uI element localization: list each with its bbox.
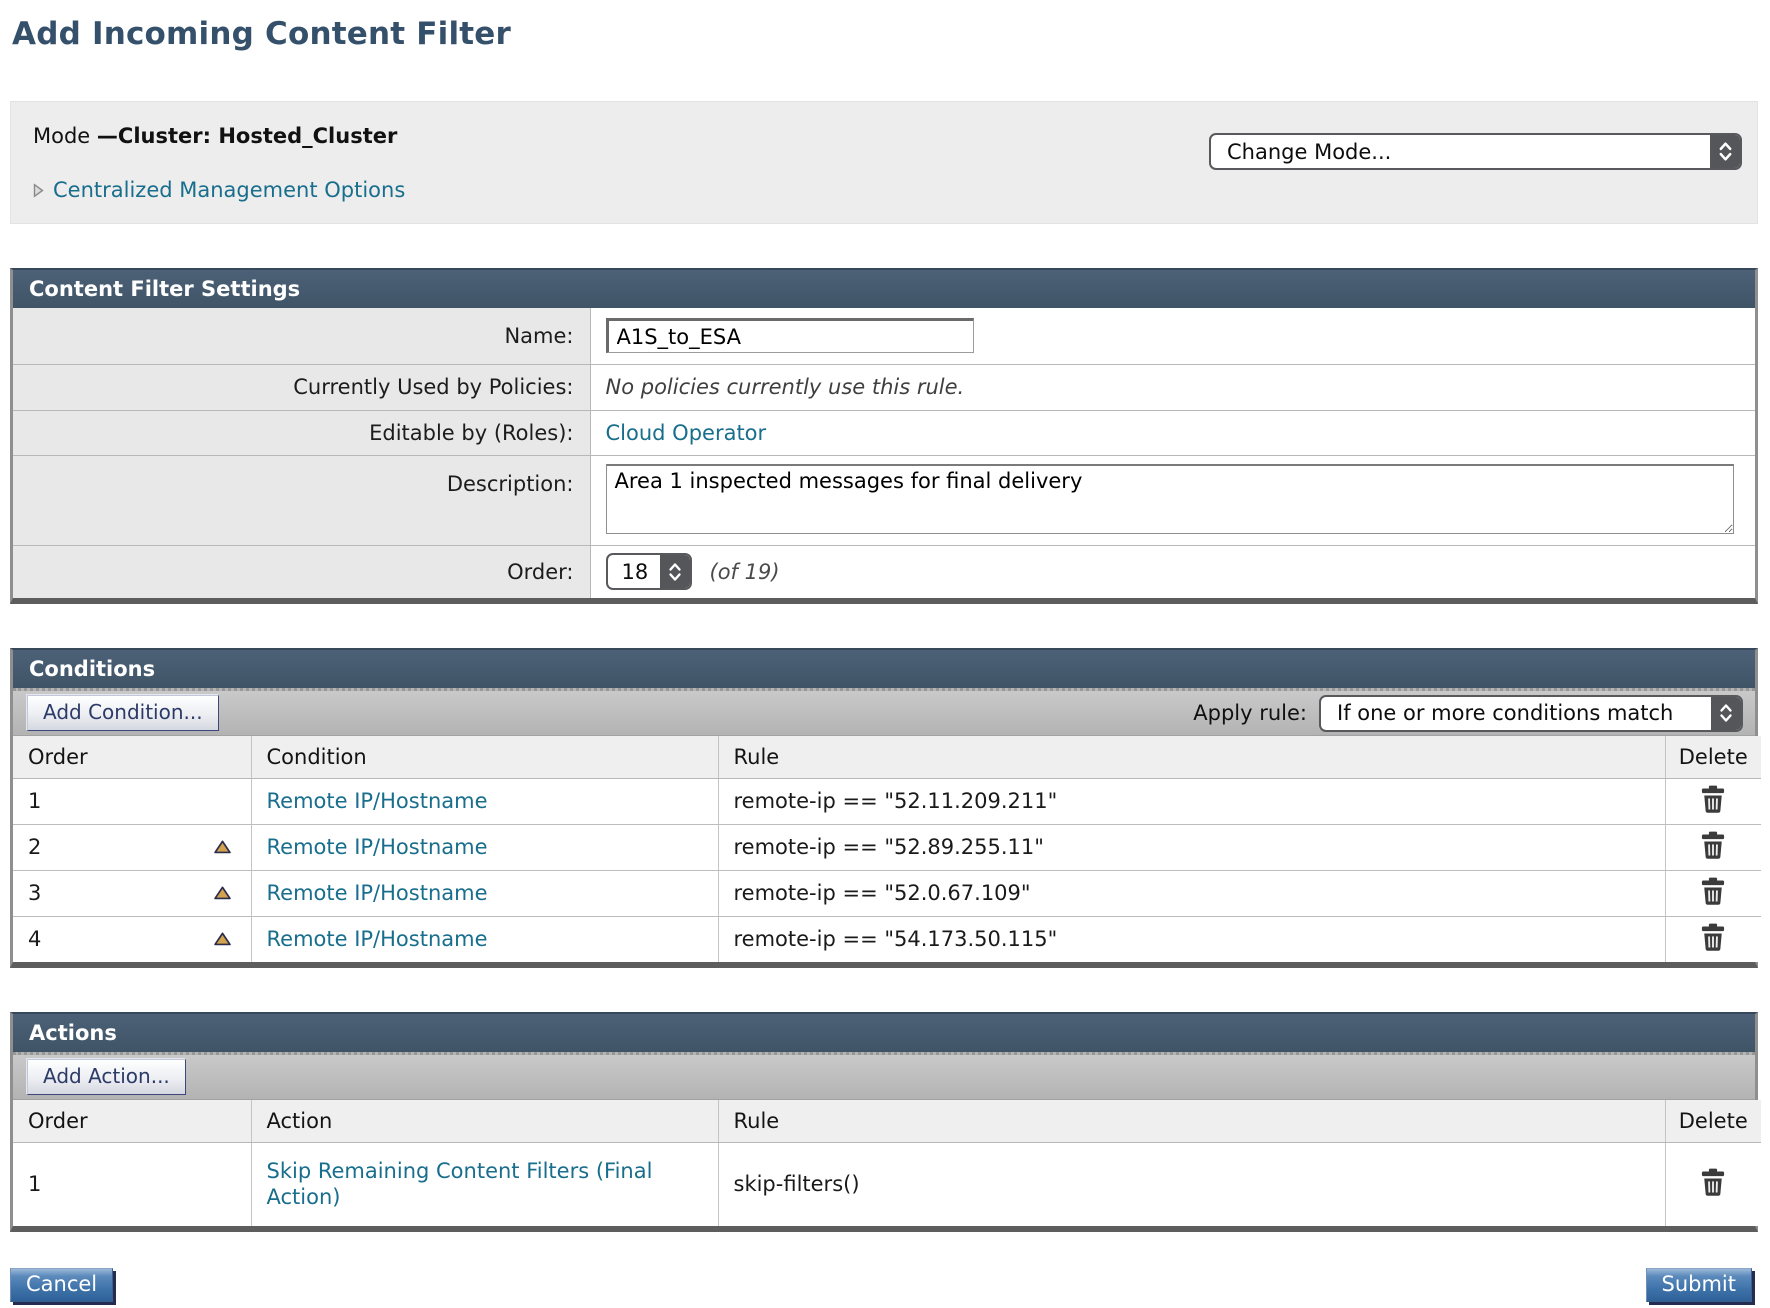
actions-header-row: Order Action Rule Delete xyxy=(13,1100,1761,1142)
actions-col-order: Order xyxy=(13,1100,251,1142)
condition-rule-text: remote-ip == "52.11.209.211" xyxy=(734,789,1058,813)
cancel-button[interactable]: Cancel xyxy=(10,1268,113,1302)
condition-order-number: 1 xyxy=(28,789,41,813)
order-select[interactable]: 18 xyxy=(606,553,692,590)
action-order-number: 1 xyxy=(28,1172,41,1196)
trash-icon[interactable] xyxy=(1700,923,1726,951)
editable-roles-label: Editable by (Roles): xyxy=(13,410,590,455)
condition-rule-text: remote-ip == "54.173.50.115" xyxy=(734,927,1058,951)
condition-link[interactable]: Remote IP/Hostname xyxy=(267,926,488,952)
condition-row: 1 Remote IP/Hostname remote-ip == "52.11.2… xyxy=(13,778,1761,824)
policies-label: Currently Used by Policies: xyxy=(13,364,590,410)
add-action-button[interactable]: Add Action... xyxy=(27,1059,186,1095)
actions-panel: Actions Add Action... Order Action Rule … xyxy=(10,1012,1758,1232)
description-row: Description: Area 1 inspected messages f… xyxy=(13,455,1755,545)
apply-rule-selected-value: If one or more conditions match xyxy=(1321,697,1711,730)
mode-panel: Mode —Cluster: Hosted_Cluster Change Mod… xyxy=(10,101,1758,224)
up-arrow-icon[interactable] xyxy=(214,932,231,946)
conditions-table-body: 1 Remote IP/Hostname remote-ip == "52.11.2… xyxy=(13,778,1761,962)
conditions-panel: Conditions Add Condition... Apply rule: … xyxy=(10,648,1758,968)
trash-icon[interactable] xyxy=(1700,1168,1726,1196)
mode-value: —Cluster: Hosted_Cluster xyxy=(97,124,397,148)
actions-col-delete: Delete xyxy=(1665,1100,1761,1142)
name-input[interactable] xyxy=(606,318,974,353)
conditions-header-row: Order Condition Rule Delete xyxy=(13,736,1761,778)
conditions-col-rule: Rule xyxy=(718,736,1665,778)
conditions-col-order: Order xyxy=(13,736,251,778)
policies-row: Currently Used by Policies: No policies … xyxy=(13,364,1755,410)
description-textarea[interactable]: Area 1 inspected messages for final deli… xyxy=(606,464,1734,534)
policies-value: No policies currently use this rule. xyxy=(606,375,965,399)
condition-link[interactable]: Remote IP/Hostname xyxy=(267,788,488,814)
up-arrow-icon[interactable] xyxy=(214,886,231,900)
condition-rule-text: remote-ip == "52.0.67.109" xyxy=(734,881,1031,905)
description-label: Description: xyxy=(13,455,590,545)
conditions-header: Conditions xyxy=(13,650,1755,688)
name-row: Name: xyxy=(13,308,1755,364)
trash-icon[interactable] xyxy=(1700,831,1726,859)
actions-toolbar: Add Action... xyxy=(13,1052,1755,1100)
conditions-col-delete: Delete xyxy=(1665,736,1761,778)
condition-order-number: 3 xyxy=(28,881,41,905)
actions-col-rule: Rule xyxy=(718,1100,1665,1142)
order-label: Order: xyxy=(13,545,590,598)
footer-bar: Cancel Submit xyxy=(10,1268,1758,1308)
condition-order-number: 4 xyxy=(28,927,41,951)
order-selected-value: 18 xyxy=(608,555,660,588)
condition-link[interactable]: Remote IP/Hostname xyxy=(267,834,488,860)
trash-icon[interactable] xyxy=(1700,785,1726,813)
submit-button[interactable]: Submit xyxy=(1646,1268,1753,1302)
content-filter-settings-panel: Content Filter Settings Name: Currently … xyxy=(10,268,1758,604)
condition-row: 4 Remote IP/Hostname remote-ip == "54.173.… xyxy=(13,916,1761,962)
up-down-stepper-icon xyxy=(1710,135,1740,168)
up-arrow-icon[interactable] xyxy=(214,840,231,854)
trash-icon[interactable] xyxy=(1700,877,1726,905)
apply-rule-label: Apply rule: xyxy=(1193,701,1307,725)
apply-rule-select[interactable]: If one or more conditions match xyxy=(1319,695,1743,732)
condition-row: 2 Remote IP/Hostname remote-ip == "52.89.2… xyxy=(13,824,1761,870)
conditions-col-condition: Condition xyxy=(251,736,718,778)
mode-label: Mode xyxy=(33,124,97,148)
up-down-stepper-icon xyxy=(1711,697,1741,730)
cloud-operator-link[interactable]: Cloud Operator xyxy=(606,421,767,445)
condition-rule-text: remote-ip == "52.89.255.11" xyxy=(734,835,1044,859)
change-mode-select[interactable]: Change Mode... xyxy=(1209,133,1742,170)
action-rule-text: skip-filters() xyxy=(734,1172,860,1196)
condition-order-number: 2 xyxy=(28,835,41,859)
centralized-management-options-link[interactable]: Centralized Management Options xyxy=(53,178,405,202)
order-total: (of 19) xyxy=(710,560,780,584)
conditions-toolbar: Add Condition... Apply rule: If one or m… xyxy=(13,688,1755,736)
action-link[interactable]: Skip Remaining Content Filters (Final Ac… xyxy=(267,1158,697,1211)
name-label: Name: xyxy=(13,308,590,364)
action-row: 1 Skip Remaining Content Filters (Final A… xyxy=(13,1142,1761,1226)
condition-row: 3 Remote IP/Hostname remote-ip == "52.0.67… xyxy=(13,870,1761,916)
change-mode-selected-value: Change Mode... xyxy=(1211,135,1710,168)
order-row: Order: 18 (of 19) xyxy=(13,545,1755,598)
up-down-stepper-icon xyxy=(660,555,690,588)
actions-table-body: 1 Skip Remaining Content Filters (Final A… xyxy=(13,1142,1761,1226)
content-filter-settings-header: Content Filter Settings xyxy=(13,270,1755,308)
right-triangle-icon[interactable] xyxy=(33,183,44,198)
editable-row: Editable by (Roles): Cloud Operator xyxy=(13,410,1755,455)
page-title: Add Incoming Content Filter xyxy=(12,16,1760,52)
actions-header: Actions xyxy=(13,1014,1755,1052)
condition-link[interactable]: Remote IP/Hostname xyxy=(267,880,488,906)
actions-col-action: Action xyxy=(251,1100,718,1142)
add-condition-button[interactable]: Add Condition... xyxy=(27,695,219,731)
